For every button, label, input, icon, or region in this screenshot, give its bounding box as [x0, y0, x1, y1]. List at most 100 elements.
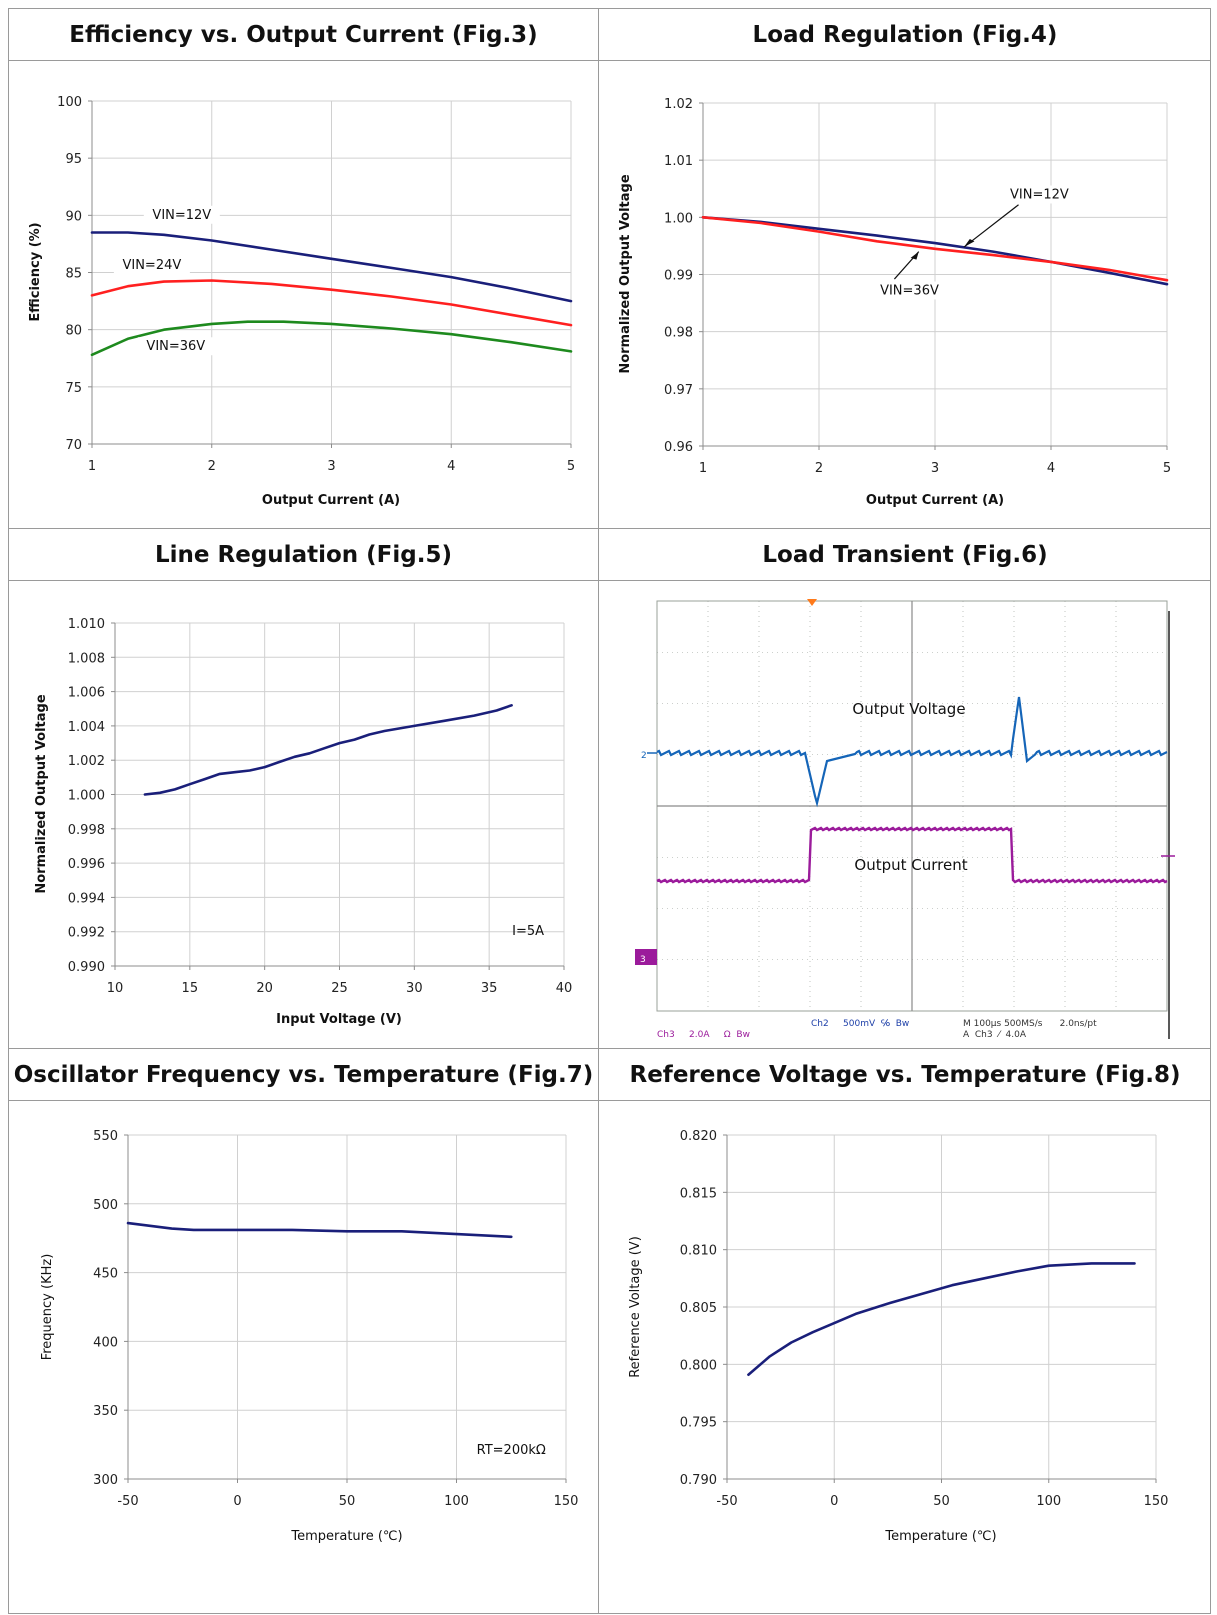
- panel-fig6: Load Transient (Fig.6) Output Voltage Ou…: [599, 529, 1211, 1049]
- x-tick-label: 50: [339, 1494, 356, 1509]
- ch2-status: Ch2 500mV ℅ Bw: [811, 1019, 909, 1029]
- y-tick-label: 0.99: [664, 269, 693, 284]
- x-tick-label: 35: [481, 981, 498, 996]
- x-tick-label: -50: [716, 1494, 737, 1509]
- panel-title: Reference Voltage vs. Temperature (Fig.8…: [599, 1049, 1211, 1101]
- annotation-label: VIN=36V: [146, 339, 205, 354]
- y-tick-label: 85: [65, 267, 82, 282]
- arrow-head: [910, 251, 919, 260]
- x-tick-label: 100: [444, 1494, 469, 1509]
- x-tick-label: 10: [107, 981, 124, 996]
- x-axis-label: Output Current (A): [866, 493, 1004, 508]
- panel-title: Efficiency vs. Output Current (Fig.3): [9, 9, 598, 61]
- x-tick-label: 30: [406, 981, 423, 996]
- ch3-marker: 3: [640, 955, 646, 965]
- efficiency-chart: 1 2 3 4 5 70 75 80 85 90 95 100 Output Current (A) Ef…: [28, 95, 575, 508]
- y-tick-label: 0.800: [680, 1358, 717, 1373]
- y-tick-label: 0.98: [664, 326, 693, 341]
- x-tick-label: 0: [830, 1494, 838, 1509]
- x-tick-label: 2: [815, 461, 823, 476]
- series-line-2: [701, 216, 1169, 282]
- output-voltage-label: Output Voltage: [852, 700, 965, 718]
- x-tick-label: 5: [1163, 461, 1171, 476]
- x-tick-label: 0: [233, 1494, 241, 1509]
- y-tick-label: 1.02: [664, 97, 693, 112]
- panel-fig3: Efficiency vs. Output Current (Fig.3) 1 2…: [9, 9, 599, 529]
- y-axis-label: Efficiency (%): [28, 222, 43, 321]
- y-axis-label: Normalized Output Voltage: [618, 174, 633, 374]
- series-line-1: [90, 231, 573, 303]
- load-regulation-chart: 1 2 3 4 5 0.96 0.97 0.98 0.99 1.00 1.01 1.02 Output …: [618, 97, 1171, 508]
- annotation-backdrop: [1001, 185, 1078, 204]
- y-tick-label: 100: [57, 95, 82, 110]
- x-axis-label: Input Voltage (V): [276, 1012, 402, 1027]
- x-axis-label: Temperature (℃): [290, 1529, 402, 1544]
- y-tick-label: 0.97: [664, 383, 693, 398]
- y-tick-label: 95: [65, 152, 82, 167]
- y-tick-label: 80: [65, 324, 82, 339]
- y-tick-label: 0.996: [68, 857, 105, 872]
- series-line-1: [143, 704, 513, 796]
- x-tick-label: 100: [1036, 1494, 1061, 1509]
- reference-voltage-chart: -50 0 50 100 150 0.790 0.795 0.800 0.805 0.810 0.8…: [628, 1129, 1169, 1544]
- x-tick-label: 3: [931, 461, 939, 476]
- series-line-1: [701, 216, 1169, 286]
- x-tick-label: 4: [1047, 461, 1055, 476]
- y-tick-label: 1.004: [68, 720, 105, 735]
- annotation-backdrop: [143, 205, 220, 224]
- y-tick-label: 300: [93, 1473, 118, 1488]
- panel-fig8: Reference Voltage vs. Temperature (Fig.8…: [599, 1049, 1211, 1614]
- annotation-label: VIN=12V: [152, 208, 211, 223]
- y-tick-label: 0.96: [664, 440, 693, 455]
- y-tick-label: 1.01: [664, 154, 693, 169]
- line-regulation-chart: 10 15 20 25 30 35 40 0.990 0.992 0.994 0.996 0.998 1…: [34, 617, 573, 1027]
- y-tick-label: 1.010: [68, 617, 105, 632]
- ch2-marker: 2: [641, 751, 647, 761]
- y-axis-label: Frequency (KHz): [40, 1254, 55, 1361]
- y-tick-label: 400: [93, 1335, 118, 1350]
- x-tick-label: 4: [447, 459, 455, 474]
- panel-fig4: Load Regulation (Fig.4) 1 2 3 4 5 0.96 0.97 0.9…: [599, 9, 1211, 529]
- x-tick-label: 40: [556, 981, 573, 996]
- trigger-status: A Ch3 ⁄ 4.0A: [963, 1030, 1027, 1040]
- x-axis-label: Temperature (℃): [884, 1529, 996, 1544]
- y-tick-label: 550: [93, 1129, 118, 1144]
- annotation-label: VIN=36V: [880, 284, 939, 299]
- x-tick-label: 3: [327, 459, 335, 474]
- x-tick-label: 150: [1144, 1494, 1169, 1509]
- x-axis-label: Output Current (A): [262, 493, 400, 508]
- annotation-backdrop: [113, 256, 190, 275]
- y-tick-label: 0.805: [680, 1301, 717, 1316]
- output-current-label: Output Current: [854, 856, 967, 874]
- annotation-backdrop: [137, 337, 214, 356]
- x-tick-label: 1: [699, 461, 707, 476]
- annotation-arrow: [963, 204, 1019, 248]
- panel-title: Line Regulation (Fig.5): [9, 529, 598, 581]
- y-tick-label: 75: [65, 381, 82, 396]
- y-tick-label: 0.990: [68, 960, 105, 975]
- x-tick-label: 2: [208, 459, 216, 474]
- ch3-status: Ch3 2.0A Ω Bw: [657, 1030, 750, 1040]
- y-tick-label: 1.002: [68, 754, 105, 769]
- x-tick-label: 50: [933, 1494, 950, 1509]
- y-tick-label: 0.994: [68, 891, 105, 906]
- trigger-marker: [807, 599, 817, 606]
- y-tick-label: 0.815: [680, 1186, 717, 1201]
- x-tick-label: 25: [331, 981, 348, 996]
- panel-title: Load Transient (Fig.6): [599, 529, 1211, 581]
- y-tick-label: 0.992: [68, 926, 105, 941]
- series-line-2: [90, 279, 573, 327]
- chart-grid: Efficiency vs. Output Current (Fig.3) 1 2…: [8, 8, 1211, 1614]
- y-tick-label: 0.795: [680, 1416, 717, 1431]
- arrow-head: [964, 239, 975, 248]
- y-tick-label: 70: [65, 438, 82, 453]
- x-tick-label: 150: [554, 1494, 579, 1509]
- y-tick-label: 1.008: [68, 651, 105, 666]
- y-tick-label: 500: [93, 1198, 118, 1213]
- annotation-label: RT=200kΩ: [477, 1443, 546, 1458]
- ch3-marker-box: [635, 949, 657, 965]
- panel-title: Oscillator Frequency vs. Temperature (Fi…: [9, 1049, 598, 1101]
- y-tick-label: 0.820: [680, 1129, 717, 1144]
- frequency-chart: -50 0 50 100 150 300 350 400 450 500 550 Temperatur…: [40, 1129, 579, 1544]
- annotation-label: VIN=24V: [122, 258, 181, 273]
